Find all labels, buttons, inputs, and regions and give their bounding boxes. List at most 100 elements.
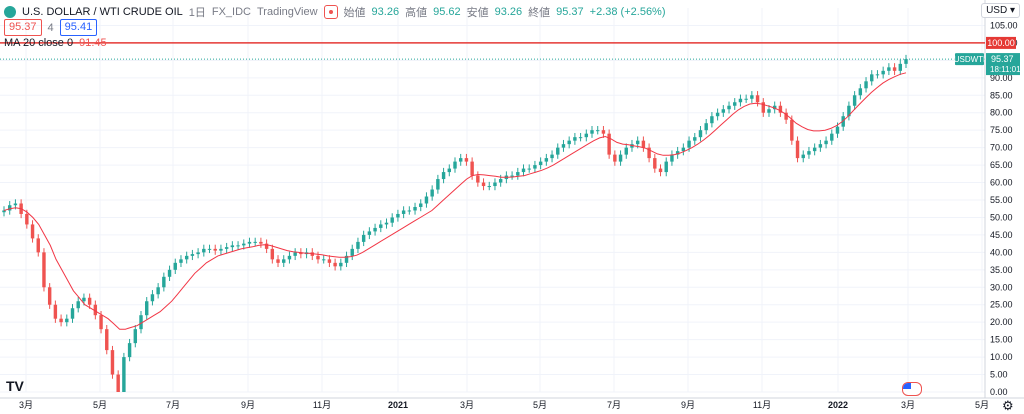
x-tick-label: 5月 [533,400,547,410]
candle-body [573,137,577,141]
y-tick-label: 75.00 [990,125,1013,135]
candle-body [835,126,840,134]
indicator-legend[interactable]: MA 20 close 0 91.45 [4,37,107,49]
close-value: 95.37 [556,6,584,18]
candle-body [224,247,229,249]
indicator-name[interactable]: MA 20 close 0 [4,37,74,49]
candle-body [596,130,600,132]
candle-body [287,255,292,260]
candle-body [122,357,126,392]
candle-body [316,255,320,260]
candle-body [276,259,280,263]
candle-body [687,140,691,148]
low-label: 安値 [466,7,489,19]
interval-label[interactable]: 1日 [188,7,206,19]
x-tick-label: 7月 [166,400,180,410]
candle-body [230,245,235,248]
candle-body [202,248,206,253]
currency-select[interactable]: USD ▾ [981,3,1020,18]
candle-body [379,224,383,228]
candle-body [761,102,765,113]
candle-body [750,95,754,99]
candle-body [875,74,880,76]
y-tick-label: 90.00 [990,73,1013,83]
ticker-badge-bg [955,53,984,66]
candle-body [675,151,680,155]
candle-body [253,241,257,243]
y-tick-label: 50.00 [990,212,1013,222]
candle-body [184,255,189,260]
candle-body [293,252,297,256]
candle-body [447,168,452,173]
candle-body [481,182,486,187]
candle-body [578,137,583,139]
y-tick-label: 25.00 [990,300,1013,310]
y-tick-label: 55.00 [990,195,1013,205]
candle-body [847,105,851,117]
candle-body [744,98,748,100]
candle-body [898,63,903,71]
y-tick-label: 10.00 [990,352,1013,362]
gear-icon[interactable]: ⚙ [1002,398,1014,413]
bid-button[interactable]: 95.37 [4,19,42,36]
candle-body [613,154,617,162]
candle-body [207,248,212,250]
candle-body [173,262,177,270]
candle-body [47,287,52,305]
candle-body [82,297,86,302]
eye-icon[interactable] [323,5,338,19]
candle-body [133,329,138,344]
candle-body [658,168,663,173]
candle-body [70,308,75,319]
candle-body [698,130,703,138]
candle-body [13,203,18,206]
candle-body [190,254,195,256]
x-tick-label: 3月 [19,400,33,410]
candle-body [784,112,788,120]
candle-body [561,144,566,148]
candle-body [493,182,497,187]
candle-body [65,318,69,323]
ask-button[interactable]: 95.41 [59,19,98,36]
candle-body [59,318,63,323]
candle-body [441,172,446,180]
candle-body [87,297,92,305]
close-label: 終値 [528,7,551,19]
last-price-bg [986,53,1020,76]
hline-label: 100.00 [987,38,1015,48]
candle-body [807,151,811,155]
candle-body [299,252,303,255]
candle-body [53,304,58,319]
candle-body [772,105,777,110]
tradingview-logo[interactable]: TV [6,378,24,394]
candle-body [516,172,520,176]
candle-body [618,154,623,162]
high-value: 95.62 [433,6,461,18]
bid-ask-row: 95.37 4 95.41 [4,19,98,36]
candle-body [344,255,349,263]
candle-body [755,95,760,103]
symbol-legend: U.S. DOLLAR / WTI CRUDE OIL 1日 FX_IDC Tr… [4,4,666,20]
candle-body [533,165,537,169]
candle-body [162,276,166,288]
candle-body [36,238,40,253]
symbol-name[interactable]: U.S. DOLLAR / WTI CRUDE OIL [22,6,183,18]
y-tick-label: 45.00 [990,230,1013,240]
candle-body [476,175,480,183]
candle-body [321,259,326,261]
candle-body [282,259,286,263]
candle-body [858,88,863,96]
candle-body [881,70,885,75]
candle-body [778,105,783,113]
candle-body [607,133,611,155]
candle-body [527,168,531,170]
candle-body [641,140,646,148]
candle-body [892,67,897,71]
candle-body [710,116,714,124]
high-label: 高値 [405,7,428,19]
candle-body [167,269,172,277]
y-tick-label: 5.00 [990,370,1008,380]
change-value: +2.38 (+2.56%) [589,6,666,18]
